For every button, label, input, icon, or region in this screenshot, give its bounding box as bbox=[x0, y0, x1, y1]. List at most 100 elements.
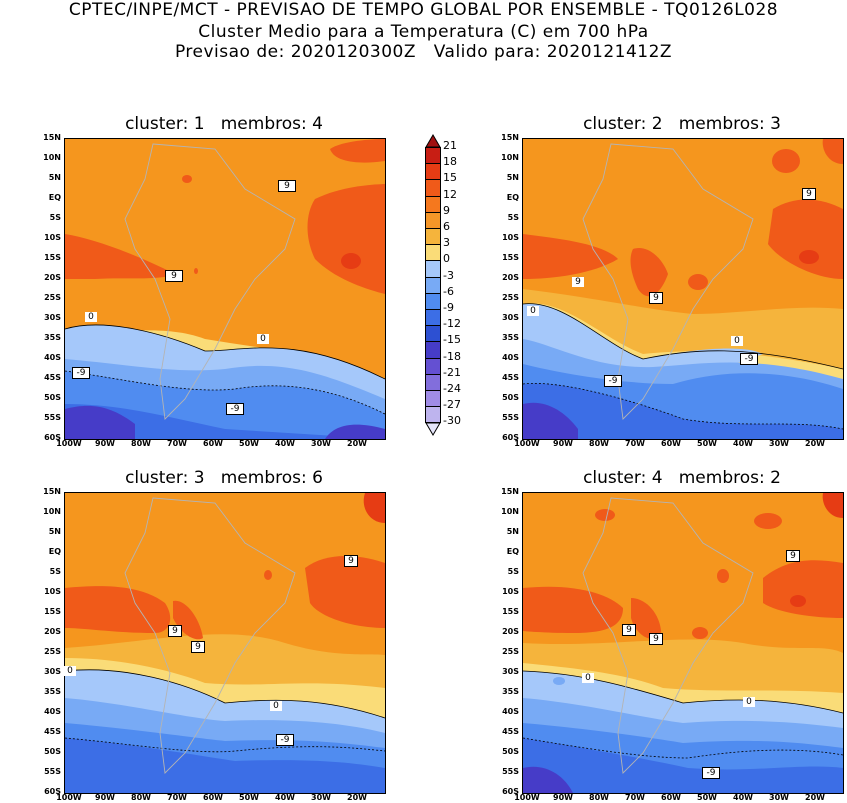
colorbar-label: -27 bbox=[443, 398, 461, 412]
lat-tick-label: 35S bbox=[502, 333, 519, 342]
lon-tick-label: 60W bbox=[661, 793, 681, 802]
lat-tick-label: 5N bbox=[48, 527, 61, 536]
lat-tick-label: 60S bbox=[44, 433, 61, 442]
colorbar-label: -24 bbox=[443, 382, 461, 395]
lon-tick-label: 70W bbox=[625, 439, 645, 448]
map-panel-2 bbox=[522, 138, 844, 440]
lon-tick-label: 90W bbox=[95, 439, 115, 448]
contour-label: 9 bbox=[344, 555, 358, 567]
lat-tick-label: 45S bbox=[44, 373, 61, 382]
lon-tick-label: 80W bbox=[589, 439, 609, 448]
lat-tick-label: 30S bbox=[44, 313, 61, 322]
contour-label: 9 bbox=[649, 633, 663, 645]
colorbar-label: 6 bbox=[443, 220, 450, 233]
contour-label: 0 bbox=[582, 673, 594, 683]
contour-label: 9 bbox=[622, 624, 636, 636]
lat-tick-label: EQ bbox=[506, 193, 519, 202]
colorbar-label: -21 bbox=[443, 365, 461, 379]
lon-tick-label: 30W bbox=[769, 793, 789, 802]
lon-tick-label: 20W bbox=[347, 793, 367, 802]
colorbar-swatch bbox=[425, 341, 441, 359]
lon-tick-label: 30W bbox=[769, 439, 789, 448]
lat-tick-label: 20S bbox=[502, 273, 519, 282]
contour-label: 9 bbox=[165, 270, 183, 282]
lon-tick-label: 50W bbox=[239, 793, 259, 802]
contour-label: 0 bbox=[743, 697, 755, 707]
lon-tick-label: 70W bbox=[625, 793, 645, 802]
lon-tick-label: 40W bbox=[275, 793, 295, 802]
lon-tick-label: 30W bbox=[311, 793, 331, 802]
contour-label: 0 bbox=[64, 666, 76, 676]
lat-tick-label: 25S bbox=[502, 647, 519, 656]
lat-tick-label: 60S bbox=[44, 787, 61, 796]
panel-1-title: cluster: 1 membros: 4 bbox=[125, 114, 323, 134]
colorbar-swatch bbox=[425, 276, 441, 294]
map-panel-3 bbox=[64, 492, 386, 794]
header-subtitle: Cluster Medio para a Temperatura (C) em … bbox=[198, 22, 649, 42]
panel-4-title: cluster: 4 membros: 2 bbox=[583, 468, 781, 488]
lat-tick-label: 25S bbox=[44, 293, 61, 302]
lat-tick-label: 30S bbox=[502, 313, 519, 322]
lat-tick-label: 45S bbox=[502, 373, 519, 382]
lat-tick-label: 15S bbox=[502, 607, 519, 616]
lon-tick-label: 80W bbox=[589, 793, 609, 802]
colorbar-label: 12 bbox=[443, 187, 457, 201]
map-panel-1 bbox=[64, 138, 386, 440]
colorbar-swatch bbox=[425, 406, 441, 424]
lat-tick-label: EQ bbox=[48, 193, 61, 202]
lat-tick-label: 5S bbox=[49, 567, 61, 576]
colorbar-swatch bbox=[425, 179, 441, 197]
colorbar-top-arrow bbox=[425, 134, 441, 148]
lat-tick-label: 30S bbox=[44, 667, 61, 676]
lon-tick-label: 60W bbox=[203, 793, 223, 802]
lat-tick-label: 15S bbox=[44, 253, 61, 262]
colorbar-swatch bbox=[425, 373, 441, 391]
colorbar-swatch bbox=[425, 244, 441, 262]
lon-tick-label: 20W bbox=[805, 793, 825, 802]
colorbar-label: 21 bbox=[443, 139, 457, 152]
contour-label: 9 bbox=[786, 550, 800, 562]
lat-tick-label: 40S bbox=[502, 707, 519, 716]
colorbar-label: 0 bbox=[443, 252, 450, 266]
lat-tick-label: 25S bbox=[502, 293, 519, 302]
lon-tick-label: 70W bbox=[167, 793, 187, 802]
lon-tick-label: 40W bbox=[733, 793, 753, 802]
colorbar-swatch bbox=[425, 292, 441, 310]
colorbar-swatch bbox=[425, 309, 441, 327]
lat-tick-label: EQ bbox=[506, 547, 519, 556]
lat-tick-label: 10S bbox=[502, 587, 519, 596]
contour-label: 0 bbox=[731, 336, 743, 346]
lon-tick-label: 80W bbox=[131, 439, 151, 448]
colorbar-swatch bbox=[425, 390, 441, 408]
lat-tick-label: 5S bbox=[507, 213, 519, 222]
lon-tick-label: 100W bbox=[514, 439, 540, 448]
contour-label: 0 bbox=[527, 306, 539, 316]
contour-label: 9 bbox=[802, 188, 816, 200]
contour-label: -9 bbox=[604, 375, 622, 387]
lat-tick-label: EQ bbox=[48, 547, 61, 556]
colorbar-label: -15 bbox=[443, 333, 461, 347]
colorbar-swatch bbox=[425, 211, 441, 229]
colorbar-bottom-arrow bbox=[425, 422, 441, 437]
lat-tick-label: 5S bbox=[507, 567, 519, 576]
lon-tick-label: 50W bbox=[239, 439, 259, 448]
colorbar-label: 15 bbox=[443, 171, 457, 185]
lat-tick-label: 45S bbox=[502, 727, 519, 736]
lat-tick-label: 55S bbox=[502, 767, 519, 776]
colorbar-swatch bbox=[425, 228, 441, 246]
colorbar-label: 18 bbox=[443, 155, 457, 169]
contour-label: 0 bbox=[270, 701, 282, 711]
contour-label: -9 bbox=[226, 403, 244, 415]
lat-tick-label: 35S bbox=[44, 333, 61, 342]
lon-tick-label: 40W bbox=[733, 439, 753, 448]
lon-tick-label: 70W bbox=[167, 439, 187, 448]
lat-tick-label: 10S bbox=[44, 587, 61, 596]
lat-tick-label: 15N bbox=[43, 133, 61, 142]
lat-tick-label: 10N bbox=[501, 507, 519, 516]
lat-tick-label: 10N bbox=[501, 153, 519, 162]
lon-tick-label: 100W bbox=[56, 793, 82, 802]
lat-tick-label: 20S bbox=[44, 627, 61, 636]
colorbar-label: 9 bbox=[443, 203, 450, 217]
lon-tick-label: 50W bbox=[697, 439, 717, 448]
lat-tick-label: 55S bbox=[44, 413, 61, 422]
